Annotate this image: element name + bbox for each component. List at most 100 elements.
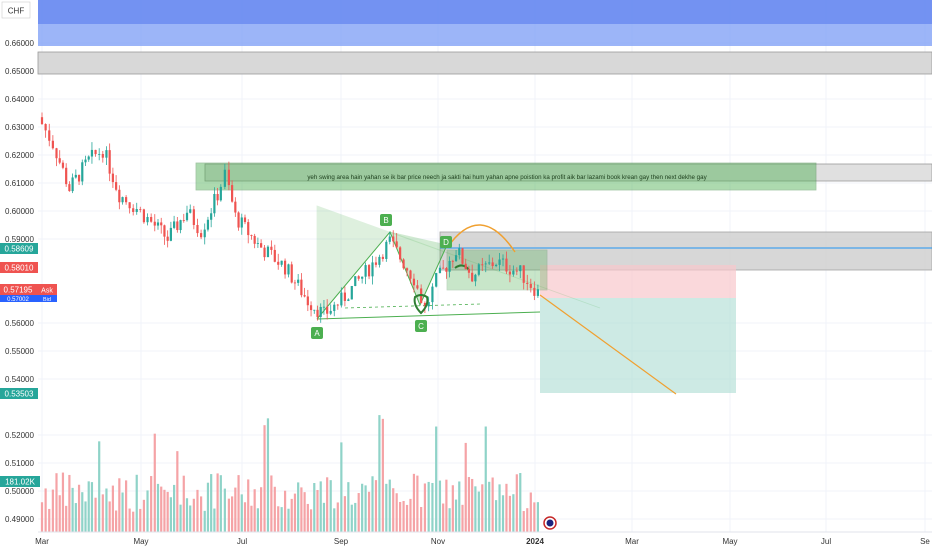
tag-bid-side: Bid [43,297,51,303]
volume-bar [98,441,101,532]
volume-bar [270,475,273,532]
candle-body [445,267,448,272]
candle-body [293,282,297,284]
volume-bar [526,508,529,532]
volume-bar [309,509,313,532]
volume-bar [515,474,518,532]
volume-bar [48,508,51,532]
volume-bar [266,418,270,532]
volume-bar [280,507,283,532]
app-logo-icon[interactable] [543,516,557,530]
volume-bar [471,478,474,532]
candle-body [247,222,250,236]
candle-body [280,260,283,265]
candle-body [243,217,247,223]
volume-bar [347,482,350,532]
candle-body [160,222,163,226]
volume-bar [395,493,398,532]
point-b-text: B [383,216,388,225]
candle-body [350,286,353,300]
volume-bar [420,507,423,532]
candle-body [461,248,464,264]
candle-body [364,265,367,277]
volume-bar [461,504,464,532]
pattern-dashed [344,303,481,309]
candle-body [533,287,536,296]
candle-body [526,282,529,284]
candle-body [395,241,398,248]
volume-bar [115,510,118,532]
zones [37,0,932,393]
tag-volume-text: 181.02K [5,478,35,487]
volume-bar [306,503,309,532]
y-tick-label: 0.54000 [5,375,34,384]
volume-bar [412,473,416,532]
candle-body [68,184,71,192]
volume-bar [210,474,213,532]
x-tick-label: Mar [625,537,639,546]
zone-resistance-2 [37,51,932,75]
zone-resistance-top [38,0,932,24]
volume-bar [438,480,442,532]
candle-body [169,227,172,241]
volume-bar [303,492,306,532]
candle-body [431,286,434,303]
y-tick-label: 0.66000 [5,39,34,48]
annotation-text: yeh swing area hain yahan se ik bar pric… [307,174,707,181]
tag-ask [0,284,57,295]
candle-body [203,229,206,238]
x-tick-label: May [133,537,148,546]
arc-curve [446,224,516,253]
volume-bar [263,425,266,532]
candle-body [484,263,487,265]
candle-body [231,185,234,202]
candle-body [388,236,391,242]
volume-bar [488,481,491,532]
candle-body [399,247,402,260]
candle-body [253,235,256,244]
tag-0.58609-text: 0.58609 [5,245,34,254]
volume-bar [522,511,525,532]
candle-body [501,258,505,260]
volume-bar [118,478,121,532]
zone-stop-loss [540,265,736,298]
candle-body [270,246,273,250]
pattern-arrow [454,264,470,271]
zone-swing-area [195,162,817,191]
point-d-text: D [443,238,449,247]
candle-body [105,150,108,158]
candle-body [176,221,179,231]
candle-body [495,264,498,267]
candle-body [61,162,65,168]
candle-body [223,169,226,187]
candle-body [156,222,160,226]
candle-body [381,256,384,259]
candle-body [515,270,518,272]
volume-bar [367,491,371,532]
volume-bar [139,508,142,532]
x-tick-label: Jul [821,537,831,546]
candle-body [412,278,416,286]
volume-bar [357,493,360,532]
volume-bar [378,415,381,532]
candle-body [125,197,128,203]
volume-bar [477,491,480,532]
x-tick-label: Sep [334,537,349,546]
candles [40,112,539,323]
volume-bar [484,426,487,532]
point-label-c: C [415,320,427,332]
x-tick-label: Jul [237,537,247,546]
candle-body [139,209,142,210]
candle-body [522,265,525,283]
volume-bar [350,504,353,532]
volume-bar [505,483,508,532]
volume-bar [189,505,192,532]
tag-ask-side: Ask [41,288,53,295]
volume-bar [454,499,458,532]
zone-resistance-top-lower [38,24,932,46]
volume-bar [108,501,111,532]
candle-body [98,153,101,155]
tag-ask-text: 0.57195 [4,286,33,295]
